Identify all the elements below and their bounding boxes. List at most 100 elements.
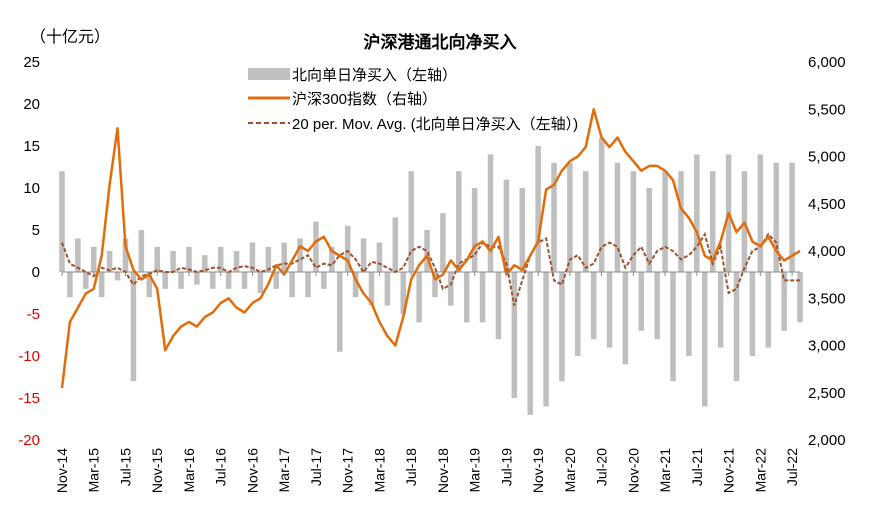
net-buy-bar: [511, 272, 518, 398]
x-tick-label: Mar-19: [467, 448, 483, 493]
net-buy-bar: [559, 272, 565, 382]
x-tick-label: Nov-14: [54, 448, 70, 493]
net-buy-bar: [368, 272, 375, 306]
net-buy-bar: [186, 246, 192, 272]
x-tick-label: Mar-18: [371, 448, 387, 493]
net-buy-bar: [392, 217, 399, 272]
chart-title: 沪深港通北向净买入: [364, 32, 517, 52]
legend-label-index: 沪深300指数（右轴）: [292, 91, 437, 108]
x-tick-label: Mar-15: [86, 448, 102, 493]
x-tick-label: Nov-16: [244, 448, 260, 493]
net-buy-bar: [83, 272, 89, 289]
left-tick-label: -20: [18, 432, 40, 449]
net-buy-bar: [582, 171, 589, 272]
moving-average-line: [61, 231, 800, 306]
net-buy-bar: [717, 272, 724, 348]
net-buy-bar: [702, 272, 708, 407]
net-buy-bar: [130, 272, 137, 382]
net-buy-bar: [590, 272, 597, 340]
net-buy-bar: [709, 171, 716, 272]
net-buy-bar: [408, 171, 414, 272]
net-buy-bar: [686, 272, 692, 356]
net-buy-bar: [424, 230, 430, 272]
net-buy-bar: [575, 272, 581, 356]
right-tick-label: 5,000: [808, 149, 846, 166]
net-buy-bar: [336, 272, 343, 352]
net-buy-bar: [178, 272, 184, 289]
x-tick-label: Jul-15: [117, 448, 133, 486]
net-buy-bar: [503, 179, 510, 272]
x-tick-label: Jul-22: [784, 448, 800, 486]
net-buy-bar: [249, 242, 256, 272]
x-tick-label: Mar-21: [657, 448, 673, 493]
left-tick-label: -5: [27, 306, 40, 323]
net-buy-bar: [456, 171, 462, 272]
right-tick-label: 4,000: [808, 243, 846, 260]
net-buy-bar: [344, 225, 351, 272]
left-tick-label: 5: [32, 222, 40, 239]
plot-area: [59, 108, 803, 415]
net-buy-bar: [384, 272, 391, 306]
csi300-index-line: [60, 108, 801, 389]
net-buy-bar: [448, 272, 454, 306]
net-buy-bar: [122, 238, 129, 272]
x-tick-label: Nov-19: [530, 448, 546, 493]
net-buy-bar: [114, 272, 121, 281]
x-tick-label: Mar-16: [181, 448, 197, 493]
net-buy-bar: [440, 213, 446, 272]
net-buy-bar: [138, 230, 145, 272]
net-buy-bar: [781, 272, 787, 331]
x-tick-label: Mar-22: [752, 448, 768, 493]
left-tick-label: -10: [18, 348, 40, 365]
net-buy-bar: [662, 171, 668, 272]
left-tick-label: 25: [23, 54, 40, 71]
net-buy-bar: [59, 171, 65, 272]
net-buy-bar: [646, 188, 652, 272]
net-buy-bar: [281, 242, 287, 272]
net-buy-bar: [638, 272, 645, 331]
left-tick-label: 20: [23, 96, 40, 113]
right-tick-label: 2,000: [808, 432, 846, 449]
net-buy-bar: [463, 272, 470, 323]
net-buy-bar: [329, 246, 335, 272]
left-axis: 25 20 15 10 5 0 -5 -10 -15 -20: [18, 54, 40, 449]
net-buy-bar: [162, 272, 168, 289]
net-buy-bar: [543, 272, 549, 407]
net-buy-bar: [233, 251, 240, 272]
net-buy-bar: [733, 272, 740, 382]
x-tick-label: Jul-21: [689, 448, 705, 486]
net-buy-bar: [313, 221, 319, 272]
net-buy-bar: [194, 272, 200, 285]
net-buy-bar: [606, 272, 613, 348]
net-buy-bar: [527, 272, 533, 415]
net-buy-bar: [432, 272, 438, 298]
net-buy-bar: [154, 246, 160, 272]
right-tick-label: 6,000: [808, 54, 846, 71]
net-buy-bar: [535, 146, 541, 272]
net-buy-bar: [495, 272, 502, 340]
net-buy-bar: [360, 238, 367, 272]
net-buy-bar: [598, 137, 605, 272]
net-buy-bar: [630, 171, 637, 272]
net-buy-bar: [241, 272, 248, 289]
net-buy-bar: [567, 162, 573, 272]
x-tick-label: Nov-21: [721, 448, 737, 493]
net-buy-bar: [749, 272, 756, 356]
net-buy-bar: [202, 255, 208, 272]
net-buy-bar: [321, 272, 327, 289]
left-tick-label: 0: [32, 264, 40, 281]
legend-label-ma: 20 per. Mov. Avg. (北向单日净买入（左轴）): [292, 116, 578, 133]
net-buy-bar: [765, 272, 772, 348]
net-buy-bar: [654, 272, 660, 340]
right-tick-label: 3,500: [808, 290, 846, 307]
net-buy-bar: [789, 162, 795, 272]
legend: 北向单日净买入（左轴） 沪深300指数（右轴） 20 per. Mov. Avg…: [248, 67, 578, 133]
net-buy-bar: [479, 272, 486, 323]
x-tick-label: Jul-17: [308, 448, 324, 486]
legend-swatch-bars: [248, 68, 290, 80]
x-tick-label: Nov-15: [149, 448, 165, 493]
right-tick-label: 2,500: [808, 385, 846, 402]
x-tick-label: Jul-19: [498, 448, 514, 486]
net-buy-bar: [797, 272, 803, 323]
right-tick-label: 3,000: [808, 338, 846, 355]
